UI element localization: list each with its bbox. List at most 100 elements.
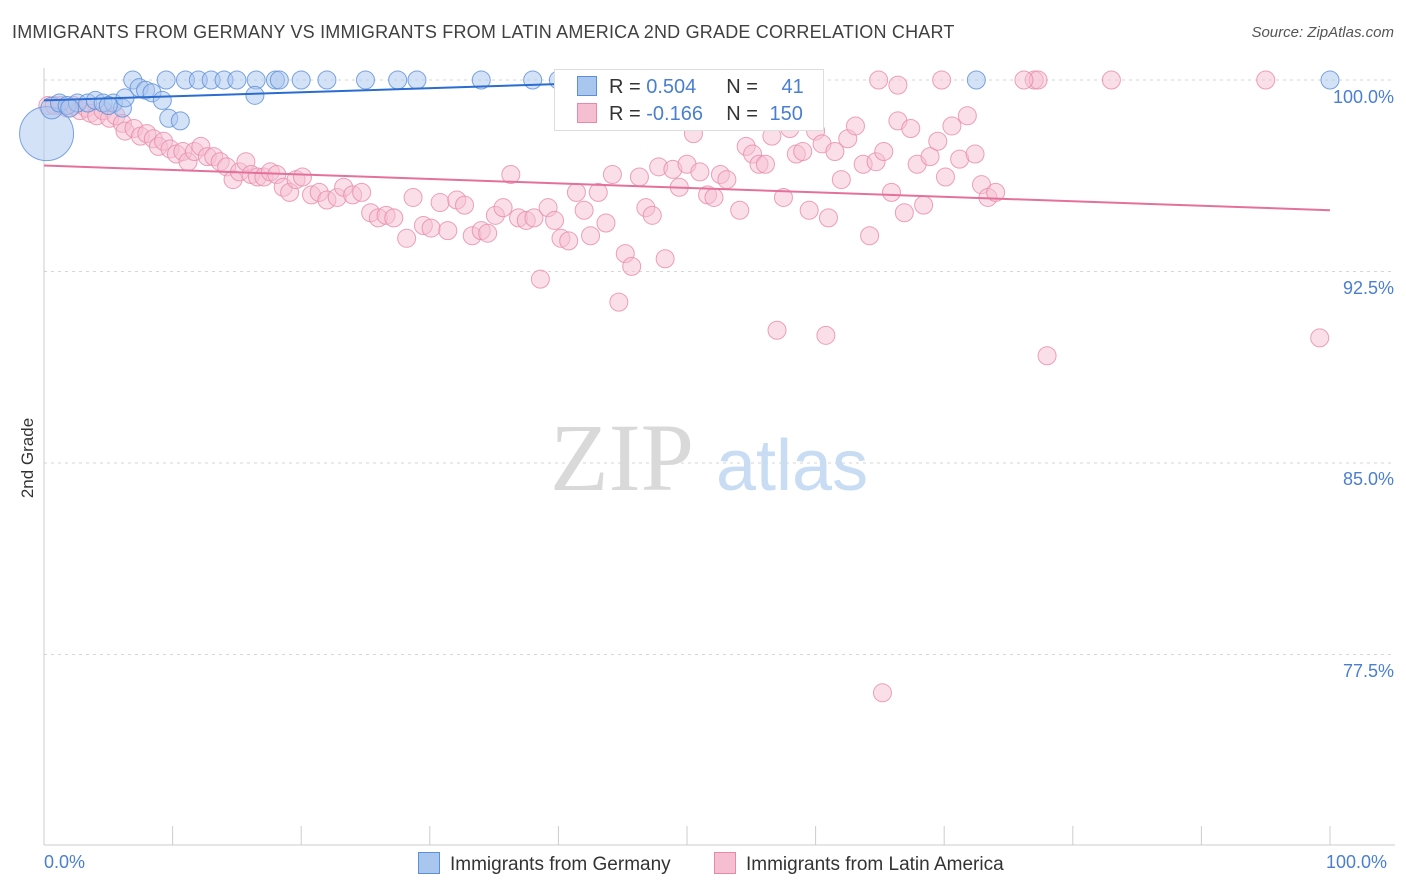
source-label: Source: ZipAtlas.com bbox=[1251, 24, 1394, 41]
germany-point bbox=[388, 70, 408, 90]
germany-point bbox=[152, 90, 172, 110]
n-value-germany: 41 bbox=[781, 76, 804, 98]
germany-point bbox=[156, 70, 176, 90]
germany-point bbox=[60, 98, 80, 118]
germany-point bbox=[1320, 70, 1340, 90]
latin-america-point bbox=[1014, 70, 1034, 90]
watermark: ZIP atlas bbox=[550, 404, 868, 511]
germany-point bbox=[170, 111, 190, 131]
latin-america-point bbox=[493, 198, 513, 218]
latin-america-point bbox=[622, 256, 642, 276]
latin-america-point bbox=[478, 223, 498, 243]
legend-label-latin-america: Immigrants from Latin America bbox=[746, 854, 1004, 875]
latin-america-point bbox=[1310, 328, 1330, 348]
latin-america-point bbox=[831, 170, 851, 190]
latin-america-point bbox=[352, 182, 372, 202]
r-value-latin-america: -0.166 bbox=[646, 103, 703, 125]
latin-america-point bbox=[986, 182, 1006, 202]
germany-point bbox=[966, 70, 986, 90]
germany-point bbox=[291, 70, 311, 90]
latin-america-point bbox=[825, 141, 845, 161]
latin-america-point bbox=[524, 208, 544, 228]
latin-america-point bbox=[455, 195, 475, 215]
latin-america-point bbox=[588, 182, 608, 202]
legend-swatch-latin-america bbox=[577, 103, 597, 123]
latin-america-point bbox=[932, 70, 952, 90]
legend-item-germany: Immigrants from Germany bbox=[418, 852, 671, 876]
latin-america-point bbox=[874, 141, 894, 161]
y-tick-85: 85.0% bbox=[1342, 469, 1394, 489]
latin-america-point bbox=[1101, 70, 1121, 90]
latin-america-point bbox=[1256, 70, 1276, 90]
x-tick-min: 0.0% bbox=[44, 852, 86, 872]
legend-row-germany: R = 0.504 N = 41 bbox=[577, 76, 804, 99]
r-label: R = bbox=[609, 76, 647, 98]
correlation-legend: R = 0.504 N = 41 R = -0.166 N = 150 bbox=[554, 69, 824, 131]
latin-america-point bbox=[965, 144, 985, 164]
latin-america-point bbox=[655, 249, 675, 269]
legend-item-latin-america: Immigrants from Latin America bbox=[714, 852, 1004, 876]
latin-america-point bbox=[545, 210, 565, 230]
legend-swatch-latin-america bbox=[714, 852, 736, 874]
latin-america-point bbox=[596, 213, 616, 233]
latin-america-point bbox=[501, 164, 521, 184]
latin-america-point bbox=[430, 193, 450, 213]
latin-america-point bbox=[881, 182, 901, 202]
n-label: N = bbox=[726, 103, 764, 125]
latin-america-trend-line bbox=[43, 164, 1331, 212]
latin-america-point bbox=[602, 164, 622, 184]
germany-point bbox=[356, 70, 375, 90]
latin-america-point bbox=[403, 187, 423, 207]
latin-america-point bbox=[384, 208, 404, 228]
latin-america-point bbox=[559, 231, 579, 251]
latin-america-point bbox=[530, 269, 550, 289]
latin-america-point bbox=[860, 226, 880, 246]
latin-america-point bbox=[609, 292, 629, 312]
germany-point bbox=[269, 70, 289, 90]
germany-point bbox=[317, 70, 337, 90]
latin-america-point bbox=[566, 182, 586, 202]
legend-swatch-germany bbox=[577, 76, 597, 96]
y-tick-100: 100.0% bbox=[1332, 87, 1394, 107]
germany-point bbox=[245, 85, 265, 105]
latin-america-point bbox=[872, 683, 892, 703]
latin-america-point bbox=[629, 167, 649, 187]
latin-america-point bbox=[935, 167, 955, 187]
latin-america-point bbox=[957, 106, 977, 126]
germany-point bbox=[407, 70, 427, 90]
latin-america-point bbox=[755, 154, 775, 174]
latin-america-point bbox=[581, 226, 601, 246]
watermark-zip: ZIP bbox=[550, 404, 694, 511]
latin-america-point bbox=[1037, 346, 1057, 366]
latin-america-point bbox=[920, 147, 940, 167]
y-tick-77-5: 77.5% bbox=[1342, 661, 1394, 681]
legend-row-latin-america: R = -0.166 N = 150 bbox=[577, 103, 803, 126]
latin-america-point bbox=[793, 141, 813, 161]
latin-america-point bbox=[438, 221, 458, 241]
n-label: N = bbox=[726, 76, 764, 98]
latin-america-point bbox=[704, 187, 724, 207]
y-tick-92-5: 92.5% bbox=[1342, 278, 1394, 298]
latin-america-point bbox=[888, 75, 908, 95]
legend-label-germany: Immigrants from Germany bbox=[450, 854, 671, 875]
latin-america-point bbox=[799, 200, 819, 220]
n-value-latin-america: 150 bbox=[769, 103, 803, 125]
latin-america-point bbox=[928, 131, 948, 151]
legend-swatch-germany bbox=[418, 852, 440, 874]
germany-point bbox=[523, 70, 543, 90]
latin-america-point bbox=[574, 200, 594, 220]
latin-america-point bbox=[642, 205, 662, 225]
chart-title: IMMIGRANTS FROM GERMANY VS IMMIGRANTS FR… bbox=[12, 22, 955, 42]
latin-america-point bbox=[397, 228, 417, 248]
latin-america-point bbox=[845, 116, 865, 136]
axes bbox=[43, 68, 1395, 846]
germany-point bbox=[98, 96, 118, 116]
germany-point bbox=[471, 70, 491, 90]
watermark-atlas: atlas bbox=[716, 426, 868, 506]
latin-america-point bbox=[767, 320, 787, 340]
x-tick-max: 100.0% bbox=[1326, 852, 1388, 872]
latin-america-point bbox=[690, 162, 710, 182]
latin-america-points bbox=[38, 70, 1330, 703]
latin-america-point bbox=[914, 195, 934, 215]
